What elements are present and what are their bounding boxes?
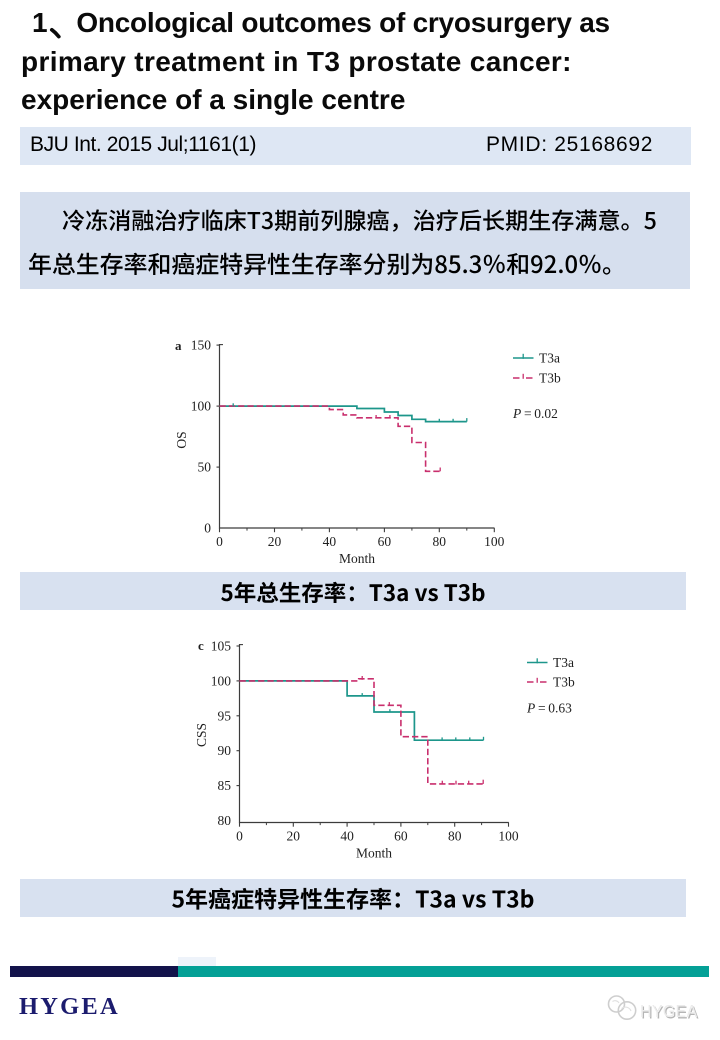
- svg-text:T3b: T3b: [553, 675, 575, 690]
- svg-text:0: 0: [216, 534, 223, 549]
- svg-text:105: 105: [211, 639, 232, 654]
- svg-text:Month: Month: [339, 551, 375, 566]
- svg-text:P = 0.63: P = 0.63: [526, 701, 572, 716]
- svg-text:T3a: T3a: [539, 351, 560, 366]
- svg-text:0: 0: [204, 521, 211, 536]
- svg-text:60: 60: [394, 829, 408, 844]
- svg-text:50: 50: [198, 460, 212, 475]
- svg-text:T3b: T3b: [539, 371, 561, 386]
- svg-text:0: 0: [236, 829, 243, 844]
- svg-text:HYGEA: HYGEA: [640, 1001, 698, 1021]
- svg-text:95: 95: [218, 708, 232, 723]
- svg-text:40: 40: [340, 829, 354, 844]
- svg-text:100: 100: [191, 399, 212, 414]
- svg-text:CSS: CSS: [194, 723, 209, 747]
- svg-text:c: c: [198, 638, 204, 653]
- svg-text:40: 40: [323, 534, 337, 549]
- svg-text:Month: Month: [356, 846, 392, 861]
- svg-text:100: 100: [211, 673, 232, 688]
- svg-text:T3a: T3a: [553, 655, 574, 670]
- svg-text:85: 85: [218, 778, 232, 793]
- svg-text:HYGEA: HYGEA: [640, 1001, 698, 1021]
- svg-text:150: 150: [191, 338, 212, 353]
- svg-text:80: 80: [433, 534, 447, 549]
- svg-text:60: 60: [378, 534, 392, 549]
- svg-text:100: 100: [484, 534, 505, 549]
- svg-text:P = 0.02: P = 0.02: [512, 406, 558, 421]
- svg-text:80: 80: [448, 829, 462, 844]
- svg-text:20: 20: [268, 534, 282, 549]
- svg-text:100: 100: [498, 829, 519, 844]
- svg-text:OS: OS: [174, 431, 189, 448]
- svg-text:a: a: [175, 338, 182, 353]
- svg-text:80: 80: [218, 813, 232, 828]
- svg-text:20: 20: [287, 829, 301, 844]
- svg-text:90: 90: [218, 743, 232, 758]
- svg-text:HYGEA: HYGEA: [641, 1002, 699, 1022]
